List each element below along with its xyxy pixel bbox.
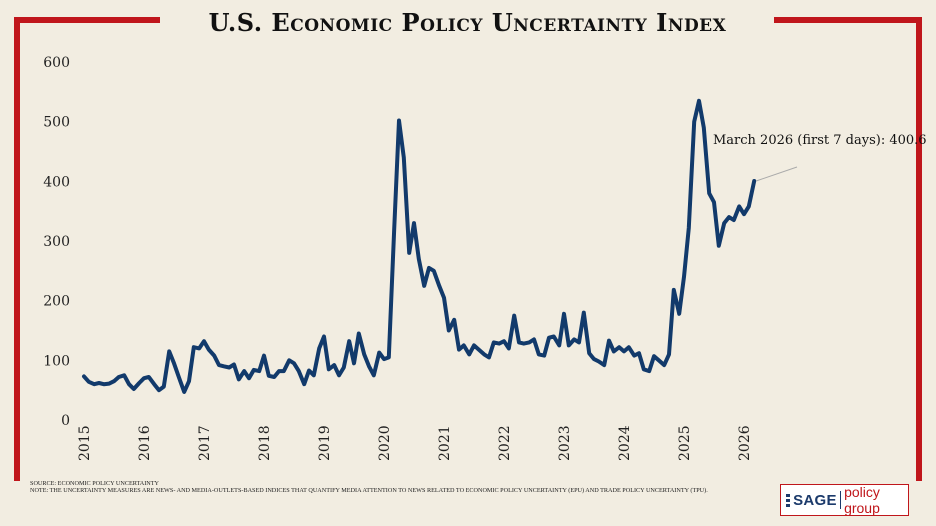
series-line-epu	[82, 98, 757, 394]
source-line: Source: Economic Policy Uncertainty	[30, 480, 160, 487]
y-tick-label: 100	[43, 353, 70, 369]
sage-policy-group-logo: SAGE policy group	[780, 484, 909, 516]
chart-title: U.S. Economic Policy Uncertainty Index	[208, 8, 727, 37]
y-tick-label: 400	[43, 174, 70, 190]
annotation-leader-line	[756, 166, 798, 182]
logo-bars-icon	[786, 493, 791, 507]
source-note: Source: Economic Policy Uncertainty Note…	[30, 480, 708, 494]
x-tick-label: 2020	[377, 425, 393, 461]
x-tick-label: 2019	[317, 425, 333, 461]
x-tick-label: 2017	[197, 425, 213, 461]
frame-top-left	[14, 17, 160, 23]
x-tick-label: 2021	[437, 425, 453, 461]
x-tick-label: 2024	[617, 425, 633, 461]
logo-divider	[839, 491, 842, 509]
y-tick-label: 0	[61, 413, 70, 429]
x-tick-label: 2022	[497, 425, 513, 461]
logo-suffix: policy group	[844, 484, 880, 516]
frame-right	[916, 17, 922, 481]
x-tick-label: 2018	[257, 425, 273, 461]
y-tick-label: 200	[43, 294, 70, 310]
frame-top-right	[774, 17, 922, 23]
x-tick-label: 2025	[677, 425, 693, 461]
x-tick-label: 2026	[737, 425, 753, 461]
x-tick-label: 2015	[77, 425, 93, 461]
frame-left	[14, 17, 20, 481]
y-tick-label: 300	[43, 234, 70, 250]
x-tick-label: 2016	[137, 425, 153, 461]
x-tick-label: 2023	[557, 425, 573, 461]
y-tick-label: 500	[43, 115, 70, 131]
logo-brand: SAGE	[793, 491, 837, 509]
note-line: Note: The uncertainty measures are news-…	[30, 487, 708, 494]
annotation-label: March 2026 (first 7 days): 400.6	[713, 133, 927, 148]
y-tick-label: 600	[43, 55, 70, 71]
